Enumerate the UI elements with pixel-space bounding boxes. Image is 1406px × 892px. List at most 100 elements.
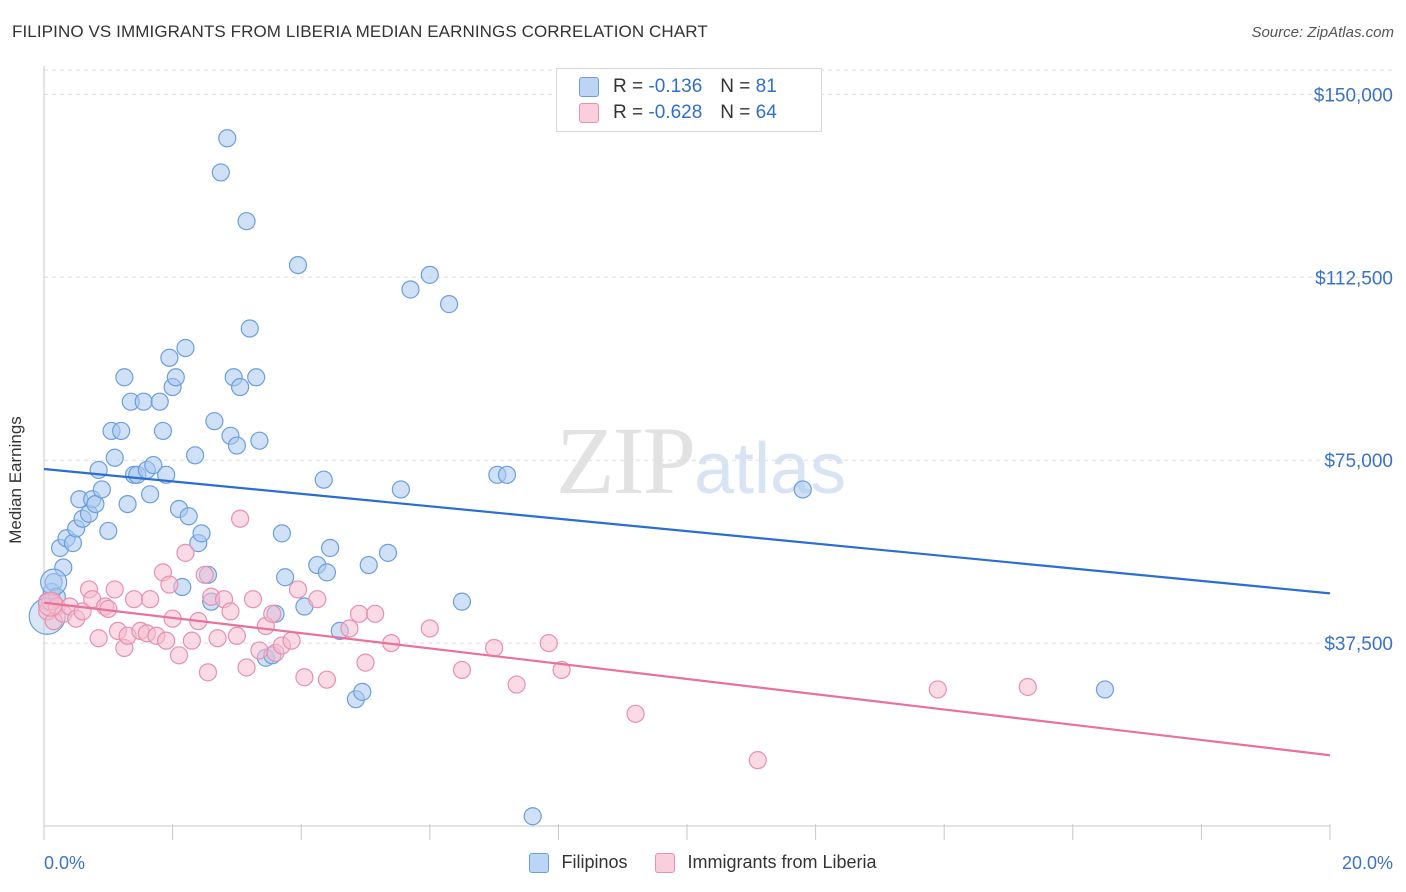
data-point-filipinos	[63, 534, 83, 553]
data-point-liberia	[105, 580, 124, 599]
data-point-liberia	[928, 680, 947, 699]
legend-row-filipinos: R = -0.136 N = 81	[579, 75, 777, 99]
data-point-liberia	[198, 663, 218, 682]
data-point-filipinos	[497, 465, 517, 484]
legend-swatch-blue	[529, 852, 550, 873]
data-point-liberia	[160, 575, 179, 594]
data-point-liberia	[140, 590, 160, 609]
y-tick-label: $112,500	[1315, 268, 1393, 289]
series-legend: Filipinos Immigrants from Liberia	[0, 852, 1406, 873]
legend-n-label: N =	[720, 102, 751, 123]
legend-r-label: R =	[613, 102, 644, 123]
data-point-liberia	[1018, 677, 1037, 697]
data-point-liberia	[317, 670, 337, 689]
data-point-liberia	[237, 658, 256, 677]
data-point-liberia	[231, 509, 250, 528]
data-point-liberia	[748, 751, 767, 770]
data-point-filipinos	[179, 507, 198, 526]
legend-item-liberia: Immigrants from Liberia	[655, 852, 877, 873]
data-point-filipinos	[227, 436, 246, 455]
data-point-filipinos	[134, 392, 153, 411]
trend-line-liberia	[43, 601, 1331, 757]
data-point-filipinos	[166, 368, 185, 387]
data-point-liberia	[182, 631, 201, 650]
data-point-liberia	[308, 590, 327, 609]
data-point-liberia	[626, 704, 645, 723]
data-point-liberia	[208, 629, 227, 648]
watermark: ZIPatlas	[556, 405, 846, 516]
legend-swatch-blue	[579, 77, 599, 97]
legend-swatch-pink	[655, 852, 676, 873]
trend-lines	[43, 467, 1331, 757]
data-point-liberia	[124, 590, 144, 609]
legend-r-value: -0.628	[648, 102, 703, 123]
legend-n-value: 64	[755, 102, 777, 123]
data-point-filipinos	[153, 421, 173, 441]
data-point-liberia	[539, 633, 558, 653]
legend-item-filipinos: Filipinos	[529, 852, 627, 873]
data-point-liberia	[195, 565, 214, 584]
data-point-filipinos	[314, 470, 333, 489]
tick-labels: $37,500 $75,000 $112,500 $150,000 0.0% 20.0%	[44, 85, 1393, 873]
data-point-liberia	[176, 543, 195, 562]
data-point-filipinos	[205, 412, 224, 431]
data-point-liberia	[243, 590, 263, 609]
data-point-liberia	[227, 626, 246, 645]
legend-r-value: -0.136	[648, 76, 703, 97]
data-point-filipinos	[401, 280, 420, 299]
data-point-filipinos	[420, 265, 439, 284]
y-tick-label: $75,000	[1324, 451, 1393, 472]
data-point-filipinos	[240, 319, 259, 338]
legend-label: Immigrants from Liberia	[687, 852, 877, 872]
data-point-liberia	[221, 602, 240, 621]
data-point-filipinos	[218, 129, 237, 148]
data-point-filipinos	[276, 568, 295, 587]
data-point-filipinos	[321, 538, 340, 558]
data-point-filipinos	[452, 592, 472, 611]
data-point-filipinos	[40, 568, 68, 596]
legend-label: Filipinos	[561, 852, 628, 872]
data-point-filipinos	[359, 555, 378, 575]
data-point-filipinos	[211, 163, 230, 182]
legend-n-label: N =	[720, 76, 751, 97]
data-point-liberia	[452, 660, 472, 680]
data-point-liberia	[366, 604, 385, 623]
x-tick-label: 0.0%	[44, 853, 85, 873]
data-point-filipinos	[99, 521, 118, 541]
data-point-liberia	[295, 668, 314, 687]
data-point-filipinos	[144, 455, 163, 475]
source-credit: Source: ZipAtlas.com	[1251, 24, 1394, 41]
watermark-zip: ZIP	[556, 407, 696, 514]
data-point-filipinos	[378, 543, 398, 562]
data-point-filipinos	[272, 524, 292, 543]
data-point-liberia	[250, 641, 269, 660]
data-point-filipinos	[1095, 680, 1115, 699]
data-point-filipinos	[92, 480, 111, 499]
legend-swatch-pink	[579, 103, 599, 123]
data-point-filipinos	[150, 392, 169, 411]
data-point-liberia	[420, 619, 439, 638]
data-point-filipinos	[176, 338, 195, 358]
data-point-filipinos	[247, 368, 266, 387]
watermark-atlas: atlas	[694, 429, 847, 509]
grid-lines	[44, 69, 1394, 644]
data-point-filipinos	[105, 448, 124, 467]
data-point-filipinos	[353, 682, 372, 701]
data-point-filipinos	[157, 465, 176, 484]
y-tick-label: $150,000	[1314, 85, 1393, 106]
data-point-liberia	[263, 604, 282, 623]
data-point-liberia	[356, 653, 375, 672]
series-liberia	[37, 509, 1037, 770]
data-point-liberia	[169, 646, 189, 665]
data-point-filipinos	[186, 446, 205, 465]
correlation-legend: R = -0.136 N = 81 R = -0.628 N = 64	[556, 68, 822, 132]
y-axis-label: Median Earnings	[6, 416, 25, 544]
data-point-filipinos	[160, 348, 179, 367]
data-point-filipinos	[118, 494, 137, 514]
data-point-liberia	[507, 675, 526, 694]
trend-line-filipinos	[43, 467, 1331, 595]
data-point-liberia	[282, 631, 301, 650]
data-point-filipinos	[250, 431, 269, 450]
data-point-filipinos	[317, 563, 337, 582]
